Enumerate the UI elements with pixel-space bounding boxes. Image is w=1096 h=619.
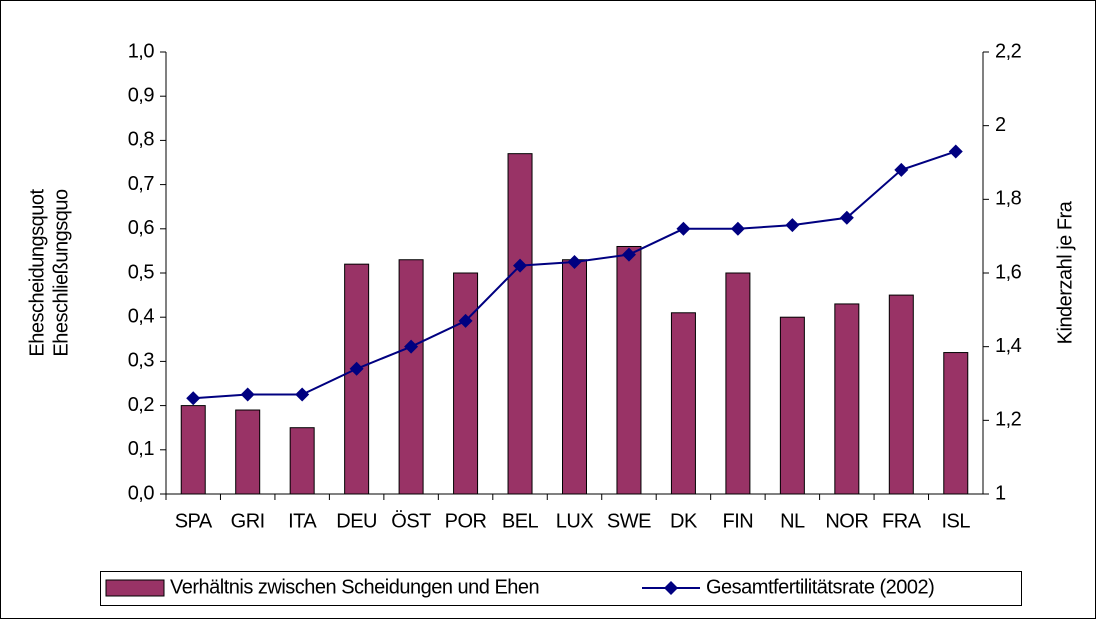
legend-marker <box>664 581 678 595</box>
y2-axis-label: Kinderzahl je Fra <box>1054 200 1076 344</box>
x-tick-label: LUX <box>556 510 594 532</box>
x-tick-label: NL <box>780 510 805 532</box>
y-tick-label: 0,1 <box>128 438 155 460</box>
y2-tick-label: 1,4 <box>995 335 1022 357</box>
marker <box>240 387 255 402</box>
x-tick-label: ISL <box>942 510 971 532</box>
bar <box>235 409 261 495</box>
marker <box>295 387 310 402</box>
x-tick-label: ÖST <box>391 510 431 532</box>
x-tick-label: ITA <box>288 510 317 532</box>
legend-label: Gesamtfertilitätsrate (2002) <box>706 576 934 598</box>
y-tick-label: 0,5 <box>128 261 155 283</box>
legend-swatch <box>105 579 165 597</box>
marker <box>730 221 745 236</box>
x-tick-label: SWE <box>607 510 651 532</box>
y-tick-label: 0,8 <box>128 129 155 151</box>
x-tick-label: DK <box>670 510 698 532</box>
y2-tick-label: 1,2 <box>995 409 1022 431</box>
x-tick-label: SPA <box>175 510 213 532</box>
y2-tick-label: 1 <box>995 482 1006 504</box>
y-axis-label: Eheschließungsquo <box>50 189 72 357</box>
bar <box>562 259 587 495</box>
bar <box>779 316 805 495</box>
y2-tick-label: 2 <box>995 114 1006 136</box>
marker <box>186 391 201 406</box>
marker <box>621 247 636 262</box>
bar <box>344 263 370 495</box>
y2-tick-label: 1,8 <box>995 188 1022 210</box>
bar <box>398 259 424 495</box>
x-tick-label: DEU <box>336 510 377 532</box>
y-tick-label: 0,0 <box>128 482 155 504</box>
bar <box>888 294 914 495</box>
marker <box>676 221 691 236</box>
y-tick-label: 0,2 <box>128 394 155 416</box>
marker <box>404 339 419 354</box>
y-tick-label: 1,0 <box>128 40 155 62</box>
marker <box>349 361 364 376</box>
y2-tick-label: 2,2 <box>995 40 1022 62</box>
bar <box>725 272 751 495</box>
y-tick-label: 0,9 <box>128 84 155 106</box>
x-tick-label: POR <box>445 510 487 532</box>
x-tick-label: BEL <box>502 510 539 532</box>
marker <box>458 313 473 328</box>
bar <box>180 405 206 495</box>
y-tick-label: 0,3 <box>128 350 155 372</box>
bar <box>289 427 315 495</box>
x-tick-label: GRI <box>231 510 265 532</box>
marker <box>948 144 963 159</box>
legend-label: Verhältnis zwischen Scheidungen und Ehen <box>170 576 539 598</box>
x-tick-label: NOR <box>825 510 868 532</box>
bar <box>507 153 533 495</box>
y-tick-label: 0,6 <box>128 217 155 239</box>
bar <box>834 303 860 495</box>
bar <box>616 245 642 495</box>
marker <box>839 210 854 225</box>
y-tick-label: 0,7 <box>128 173 155 195</box>
marker <box>894 162 909 177</box>
marker <box>785 218 800 233</box>
bar <box>943 352 969 495</box>
y-axis-label: Ehescheidungsquot <box>26 188 48 356</box>
marker <box>567 254 582 269</box>
bar <box>670 312 696 495</box>
marker <box>513 258 528 273</box>
x-tick-label: FIN <box>723 510 754 532</box>
x-tick-label: FRA <box>882 510 922 532</box>
bar <box>453 272 479 495</box>
legend-box <box>100 571 1022 606</box>
y-tick-label: 0,4 <box>128 305 155 327</box>
y2-tick-label: 1,6 <box>995 261 1022 283</box>
